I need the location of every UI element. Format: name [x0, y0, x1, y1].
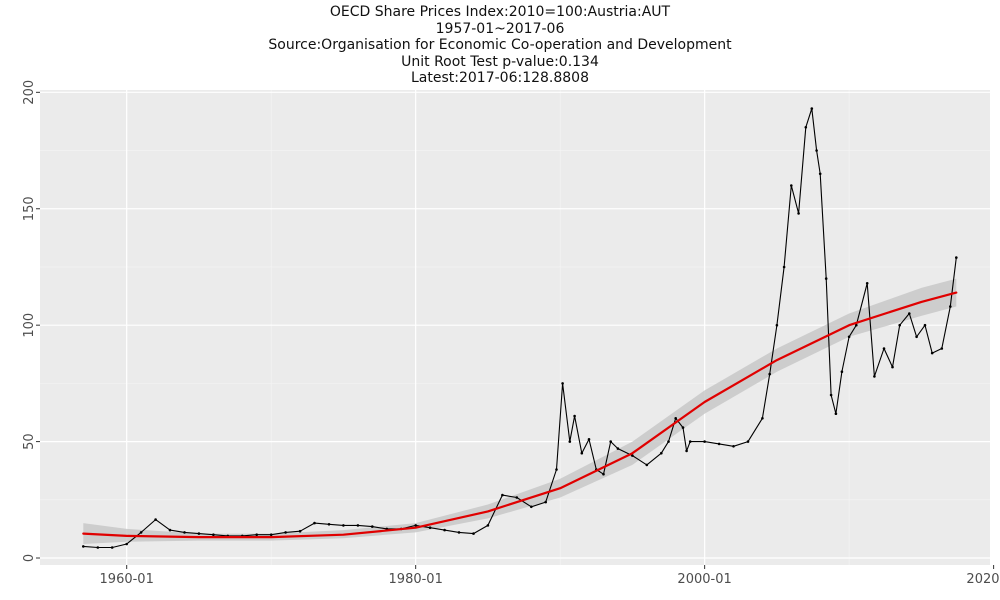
y-tick-label: 100	[22, 313, 37, 338]
series-point	[790, 184, 793, 187]
series-point	[472, 532, 475, 535]
series-point	[810, 107, 814, 110]
series-point	[580, 451, 584, 455]
series-point	[660, 451, 663, 455]
series-point	[486, 524, 490, 527]
series-point	[96, 546, 100, 549]
x-tick-label: 1960-01	[100, 572, 154, 587]
series-point	[829, 393, 833, 397]
series-point	[688, 440, 692, 443]
series-point	[865, 282, 869, 285]
y-tick-label: 0	[22, 554, 37, 562]
series-point	[681, 426, 685, 429]
series-point	[168, 528, 172, 532]
series-point	[855, 323, 858, 327]
series-point	[815, 149, 818, 152]
series-point	[882, 347, 886, 350]
series-point	[342, 524, 345, 527]
series-point	[371, 525, 374, 528]
series-point	[915, 335, 918, 339]
series-point	[609, 440, 612, 443]
y-tick-label: 200	[22, 80, 37, 105]
series-point	[515, 496, 519, 499]
series-point	[555, 468, 558, 471]
series-point	[154, 518, 157, 521]
series-point	[840, 370, 844, 374]
series-point	[443, 528, 446, 532]
series-point	[139, 531, 143, 534]
series-point	[667, 440, 670, 443]
series-point	[530, 505, 533, 509]
series-point	[356, 524, 360, 527]
series-point	[631, 454, 634, 457]
x-axis: 1960-01 1980-01 2000-01 2020-01	[100, 565, 1000, 587]
series-point	[183, 531, 186, 534]
series-point	[212, 533, 215, 536]
series-point	[298, 529, 302, 533]
series-point	[797, 212, 800, 215]
series-point	[544, 500, 547, 504]
series-point	[428, 526, 432, 529]
series-point	[732, 445, 735, 448]
y-tick-label: 150	[22, 196, 37, 221]
series-point	[824, 277, 828, 280]
series-point	[898, 323, 901, 327]
title-line-4: Unit Root Test p-value:0.134	[401, 53, 599, 70]
title-line-2: 1957-01~2017-06	[435, 20, 565, 37]
series-point	[457, 531, 461, 534]
series-point	[269, 533, 273, 536]
x-tick-label: 1980-01	[389, 572, 443, 587]
title-line-1: OECD Share Prices Index:2010=100:Austria…	[329, 4, 671, 20]
series-point	[501, 493, 504, 497]
series-point	[685, 449, 688, 453]
series-point	[761, 417, 764, 420]
series-point	[717, 442, 721, 446]
series-points	[82, 107, 958, 549]
series-point	[255, 533, 258, 536]
series-point	[818, 172, 822, 176]
series-point	[645, 463, 649, 467]
series-point	[197, 532, 201, 535]
series-point	[949, 305, 952, 308]
chart-title: OECD Share Prices Index:2010=100:Austria…	[0, 4, 1000, 87]
title-line-5: Latest:2017-06:128.8808	[411, 70, 589, 86]
series-point	[891, 365, 894, 369]
series-point	[703, 440, 706, 443]
series-point	[82, 545, 85, 548]
series-point	[873, 375, 876, 378]
series-point	[616, 447, 620, 450]
series-point	[602, 472, 605, 476]
series-point	[561, 382, 564, 385]
trend-line	[82, 291, 958, 539]
series-point	[908, 312, 911, 315]
y-tick-label: 50	[22, 433, 37, 450]
series-point	[674, 417, 677, 420]
y-axis: 0 50 100 150 200	[22, 80, 40, 562]
series-point	[834, 412, 838, 416]
x-tick-label: 2000-01	[677, 572, 731, 587]
series-point	[573, 414, 576, 418]
series-point	[768, 372, 771, 376]
title-line-3: Source:Organisation for Economic Co-oper…	[268, 37, 732, 53]
series-point	[804, 126, 808, 129]
series-point	[847, 335, 851, 339]
series-point	[414, 524, 418, 527]
series-point	[327, 523, 331, 526]
series-point	[782, 265, 786, 269]
series-point	[940, 347, 944, 350]
series-point	[313, 521, 316, 525]
series-point	[587, 438, 591, 441]
series-point	[110, 546, 114, 549]
series-point	[930, 351, 934, 355]
series-point	[284, 531, 287, 534]
series-point	[746, 440, 750, 443]
x-tick-label: 2020-01	[966, 572, 1000, 587]
series-point	[125, 542, 128, 546]
series-point	[955, 256, 958, 259]
minor-gridlines	[40, 90, 990, 565]
series-point	[568, 440, 572, 443]
series-point	[923, 323, 927, 327]
series-point	[775, 323, 779, 327]
